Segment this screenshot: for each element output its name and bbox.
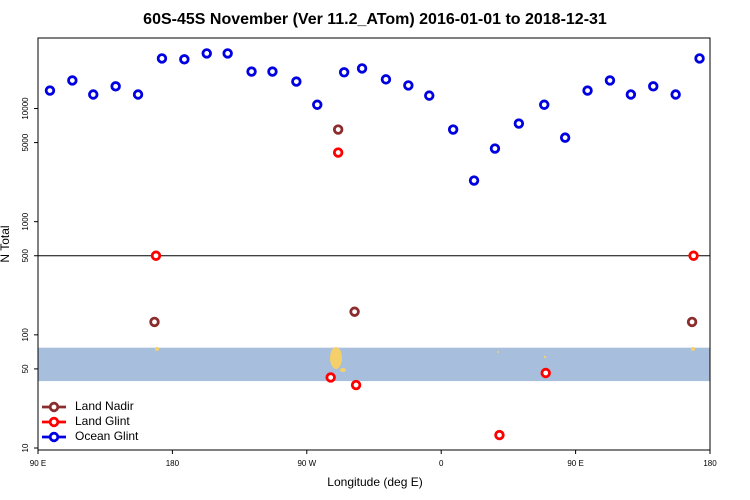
point <box>349 306 360 317</box>
y-tick-label: 5000 <box>21 133 30 151</box>
point <box>332 147 344 158</box>
land-shapes <box>155 347 695 372</box>
y-tick-label: 500 <box>21 249 30 263</box>
x-tick-label: 180 <box>166 459 180 468</box>
land-shape <box>543 355 547 359</box>
point <box>149 316 160 328</box>
point <box>132 89 144 100</box>
point <box>489 143 501 154</box>
point <box>648 81 659 92</box>
chart-title: 60S-45S November (Ver 11.2_ATom) 2016-01… <box>143 11 607 28</box>
point <box>356 63 368 74</box>
legend-label: Land Glint <box>75 414 130 428</box>
y-tick-label: 10 <box>21 443 30 452</box>
land-shape <box>691 347 695 351</box>
x-tick-label: 90 E <box>30 459 46 468</box>
x-tick-label: 180 <box>703 459 717 468</box>
y-tick-label: 10000 <box>21 97 30 120</box>
point <box>582 85 593 96</box>
legend-label: Ocean Glint <box>75 429 139 443</box>
point <box>686 316 698 328</box>
point <box>350 379 362 391</box>
land-shape <box>330 347 342 369</box>
land-shape <box>155 347 159 351</box>
point <box>222 48 233 59</box>
point <box>332 124 344 135</box>
point <box>246 66 257 77</box>
plot-frame <box>37 37 711 451</box>
point <box>559 132 571 143</box>
point <box>380 74 392 85</box>
shaded-band <box>38 347 710 382</box>
y-axis-label: N Total <box>0 225 12 262</box>
point <box>267 66 278 77</box>
x-tick-label: 0 <box>439 459 444 468</box>
point <box>403 80 414 91</box>
x-tick-label: 90 E <box>567 459 583 468</box>
y-tick-label: 1000 <box>21 212 30 230</box>
point <box>312 99 323 110</box>
legend-label: Land Nadir <box>75 399 134 413</box>
point <box>67 75 78 86</box>
land-shape <box>340 368 346 372</box>
point <box>325 372 336 383</box>
legend-marker <box>48 416 60 428</box>
point <box>179 54 190 65</box>
x-axis-label: Longitude (deg E) <box>327 475 422 489</box>
point <box>625 89 637 100</box>
band-layer <box>38 347 710 382</box>
point <box>494 429 505 441</box>
point <box>539 99 550 110</box>
y-tick-label: 50 <box>21 364 30 373</box>
point <box>291 76 302 87</box>
x-tick-label: 90 W <box>297 459 316 468</box>
point <box>604 75 616 86</box>
point <box>424 90 435 101</box>
point <box>88 89 99 100</box>
legend-marker <box>48 431 60 443</box>
point <box>688 250 699 261</box>
point <box>670 89 681 100</box>
point <box>540 367 551 379</box>
point <box>201 48 212 59</box>
point <box>447 124 459 135</box>
point <box>694 53 705 64</box>
y-tick-label: 100 <box>21 328 30 342</box>
land-shape <box>497 351 499 353</box>
legend-marker <box>48 401 60 413</box>
point <box>468 175 480 186</box>
point <box>44 85 56 96</box>
point <box>513 118 525 129</box>
point <box>156 53 168 64</box>
point <box>338 67 350 78</box>
point <box>150 250 162 261</box>
point <box>110 81 121 92</box>
